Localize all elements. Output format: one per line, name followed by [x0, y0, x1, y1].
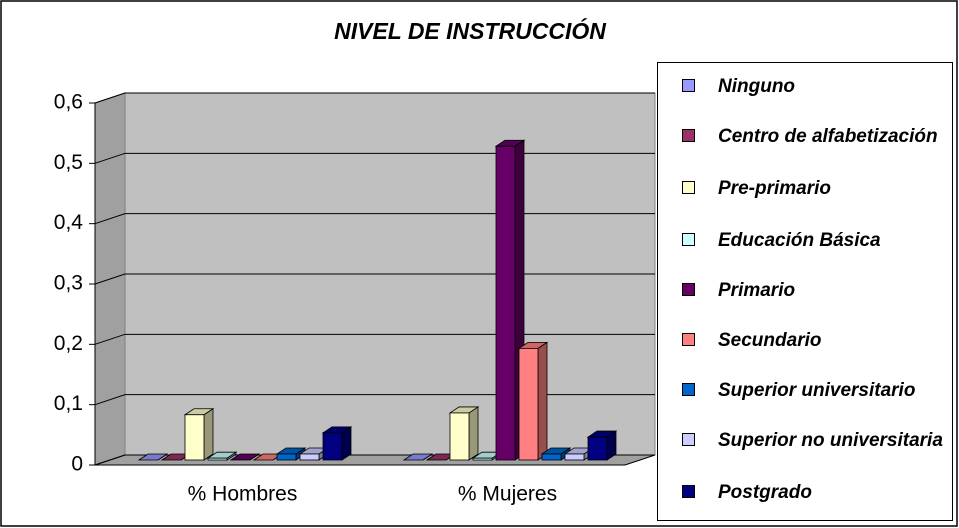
legend-label: Superior no universitaria — [718, 430, 943, 451]
bar-top — [137, 453, 169, 461]
bar — [472, 457, 493, 461]
chart-title: NIVEL DE INSTRUCCIÓN — [334, 17, 606, 44]
legend-label: Postgrado — [718, 482, 812, 503]
legend-swatch — [682, 433, 695, 446]
legend-label: Superior universitario — [718, 380, 916, 401]
bar — [449, 412, 470, 461]
bar-side — [203, 408, 214, 461]
bar-top — [402, 453, 434, 461]
legend-swatch — [682, 79, 695, 92]
bar — [299, 453, 320, 461]
y-tick-label: 0,3 — [54, 272, 83, 295]
legend-label: Educación Básica — [718, 230, 881, 251]
grid-line — [94, 273, 655, 285]
y-tick-label: 0,5 — [54, 151, 83, 174]
legend-label: Primario — [718, 280, 796, 301]
legend-label: Centro de alfabetización — [718, 126, 938, 147]
bar — [184, 414, 205, 461]
grid-line — [94, 333, 655, 345]
legend-swatch — [682, 129, 695, 142]
bar — [541, 453, 562, 461]
bar-side — [468, 406, 479, 461]
bar-top — [229, 453, 261, 461]
legend-label: Ninguno — [718, 76, 796, 97]
bar — [564, 453, 585, 461]
bar-side — [537, 341, 548, 461]
bar — [207, 457, 228, 461]
bar — [276, 453, 297, 461]
legend-swatch — [682, 333, 695, 346]
x-tick-label: % Mujeres — [458, 483, 557, 506]
grid-line — [94, 213, 655, 225]
legend-swatch — [682, 485, 695, 498]
legend-label: Pre-primario — [718, 178, 831, 199]
legend-swatch — [682, 181, 695, 194]
y-tick-label: 0,6 — [54, 91, 83, 114]
legend-swatch — [682, 383, 695, 396]
legend: Ninguno Centro de alfabetización Pre-prima… — [657, 62, 953, 521]
y-tick-label: 0,2 — [54, 332, 83, 355]
grid-line — [94, 92, 655, 104]
legend-swatch — [682, 233, 695, 246]
legend-swatch — [682, 283, 695, 296]
grid-line — [94, 152, 655, 164]
bar — [518, 347, 539, 461]
y-tick-label: 0,4 — [54, 211, 84, 234]
y-tick-label: 0,1 — [54, 392, 83, 415]
grid-line — [94, 394, 655, 406]
x-tick-label: % Hombres — [188, 483, 298, 506]
bar — [587, 436, 608, 461]
legend-label: Secundario — [718, 330, 822, 351]
bar — [495, 145, 516, 461]
y-tick-label: 0 — [71, 453, 83, 476]
bar — [322, 432, 343, 461]
